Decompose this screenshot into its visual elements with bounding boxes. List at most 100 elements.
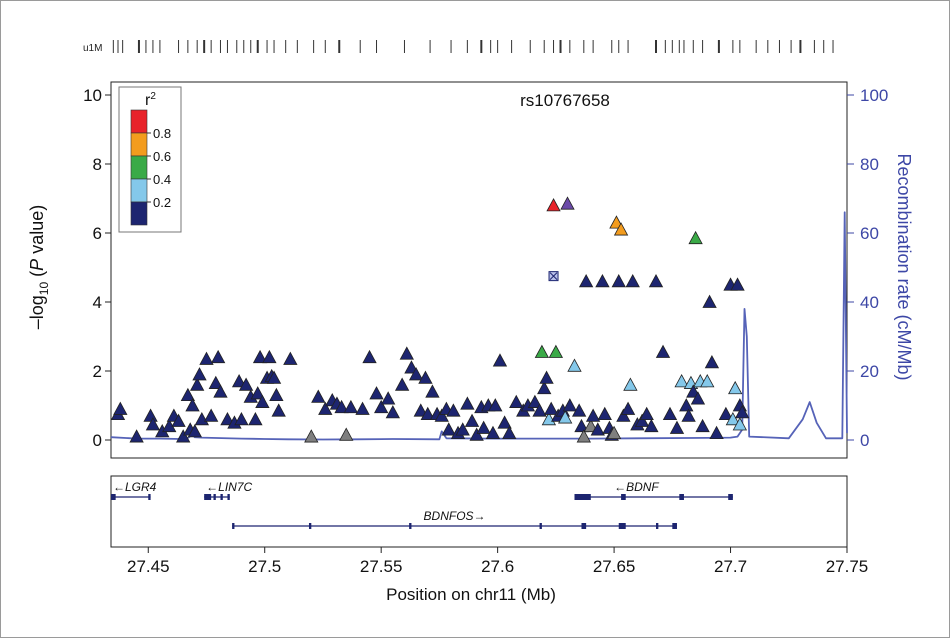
snp-point: [669, 420, 685, 434]
snp-point: [213, 384, 228, 398]
snp-point: [578, 273, 594, 288]
snp-point: [567, 358, 582, 372]
snp-point: [434, 408, 449, 422]
snp-point: [203, 408, 219, 422]
snp-point: [595, 273, 610, 288]
gene-exon: [111, 494, 116, 500]
gene-label: ←BDNF: [614, 480, 659, 494]
snp-point: [571, 403, 587, 417]
snp-point: [399, 346, 414, 360]
snp-point: [485, 425, 501, 440]
gene-exon: [728, 494, 733, 500]
snp-point: [576, 429, 591, 443]
snp-point: [620, 401, 636, 415]
x-tick-label: 27.45: [127, 557, 170, 576]
x-axis-title: Position on chr11 (Mb): [386, 585, 556, 604]
gene-label: ←LGR4: [113, 480, 157, 494]
y-axis-title-part: (: [27, 271, 47, 282]
snp-point: [544, 401, 559, 415]
gene-exon: [227, 494, 230, 500]
snp-point: [735, 405, 750, 419]
snp-point: [334, 399, 349, 414]
snp-point: [679, 398, 694, 412]
snp-point: [385, 405, 400, 419]
snp-point: [304, 429, 319, 443]
y2-tick-label: 60: [860, 224, 879, 243]
snp-point: [616, 408, 631, 422]
snp-point: [639, 406, 654, 421]
snp-point: [199, 351, 214, 365]
snp-point: [255, 394, 270, 408]
snp-point: [441, 422, 456, 436]
gene-exon: [672, 523, 677, 529]
snp-point: [625, 273, 640, 288]
snp-point: [709, 425, 724, 440]
snp-point: [455, 422, 470, 436]
x-tick-label: 27.55: [360, 557, 403, 576]
snp-point: [725, 411, 741, 426]
snp-point: [176, 429, 191, 443]
snp-point: [180, 387, 196, 402]
gene-exon: [148, 494, 151, 500]
snp-point: [266, 370, 282, 384]
snp-point: [420, 406, 435, 421]
snp-point: [681, 408, 696, 422]
snp-point: [730, 277, 745, 291]
y-tick-label: 0: [93, 431, 102, 450]
legend-label: 0.6: [153, 149, 171, 164]
snp-point: [597, 406, 612, 421]
x-tick-label: 27.6: [481, 557, 514, 576]
snp-point: [590, 422, 605, 436]
snp-point: [613, 222, 629, 236]
x-tick-label: 27.7: [714, 557, 747, 576]
legend-swatch: [130, 109, 148, 134]
y2-tick-label: 40: [860, 293, 879, 312]
snp-point: [541, 411, 557, 426]
snp-point: [695, 418, 710, 433]
legend-title: r2: [145, 91, 156, 109]
snp-point: [585, 408, 601, 422]
snp-point: [194, 411, 210, 426]
snp-point: [611, 273, 626, 288]
gene-exon: [679, 494, 684, 500]
legend-label: 0.8: [153, 126, 171, 141]
y-tick-label: 2: [93, 362, 102, 381]
snp-point: [185, 398, 200, 412]
gene-exon: [409, 523, 412, 529]
y2-tick-label: 20: [860, 362, 879, 381]
snp-point: [283, 351, 298, 365]
y-axis-title-part: value): [27, 205, 47, 259]
snp-point: [250, 386, 265, 400]
gene-exon: [539, 523, 542, 529]
snp-point: [558, 410, 573, 424]
y-axis-title-subscript: 10: [37, 282, 51, 296]
snp-point: [380, 391, 396, 405]
gene-exon: [204, 494, 212, 500]
snp-point: [562, 398, 578, 412]
snp-point: [262, 349, 277, 364]
snp-point: [690, 391, 706, 405]
x-tick-label: 27.65: [593, 557, 636, 576]
gene-exon: [581, 523, 587, 529]
gene-exon: [220, 494, 223, 500]
chart-title: rs10767658: [520, 91, 610, 110]
snp-point: [271, 403, 286, 417]
snp-point: [413, 403, 428, 417]
legend-swatch: [130, 155, 148, 180]
gene-exon: [621, 494, 626, 500]
y-tick-label: 6: [93, 224, 102, 243]
snp-point: [252, 349, 268, 364]
snp-point: [688, 230, 703, 245]
legend-box: [118, 86, 182, 233]
y2-tick-label: 0: [860, 431, 869, 450]
gene-exon: [308, 523, 312, 529]
snp-point: [171, 413, 186, 427]
snp-point: [464, 413, 480, 427]
snp-point: [492, 353, 508, 367]
snp-point: [702, 294, 717, 308]
gene-exon: [618, 523, 626, 529]
snp-points: [110, 196, 750, 443]
snp-point: [418, 370, 433, 384]
snp-point: [548, 344, 564, 358]
snp-point: [539, 370, 554, 384]
